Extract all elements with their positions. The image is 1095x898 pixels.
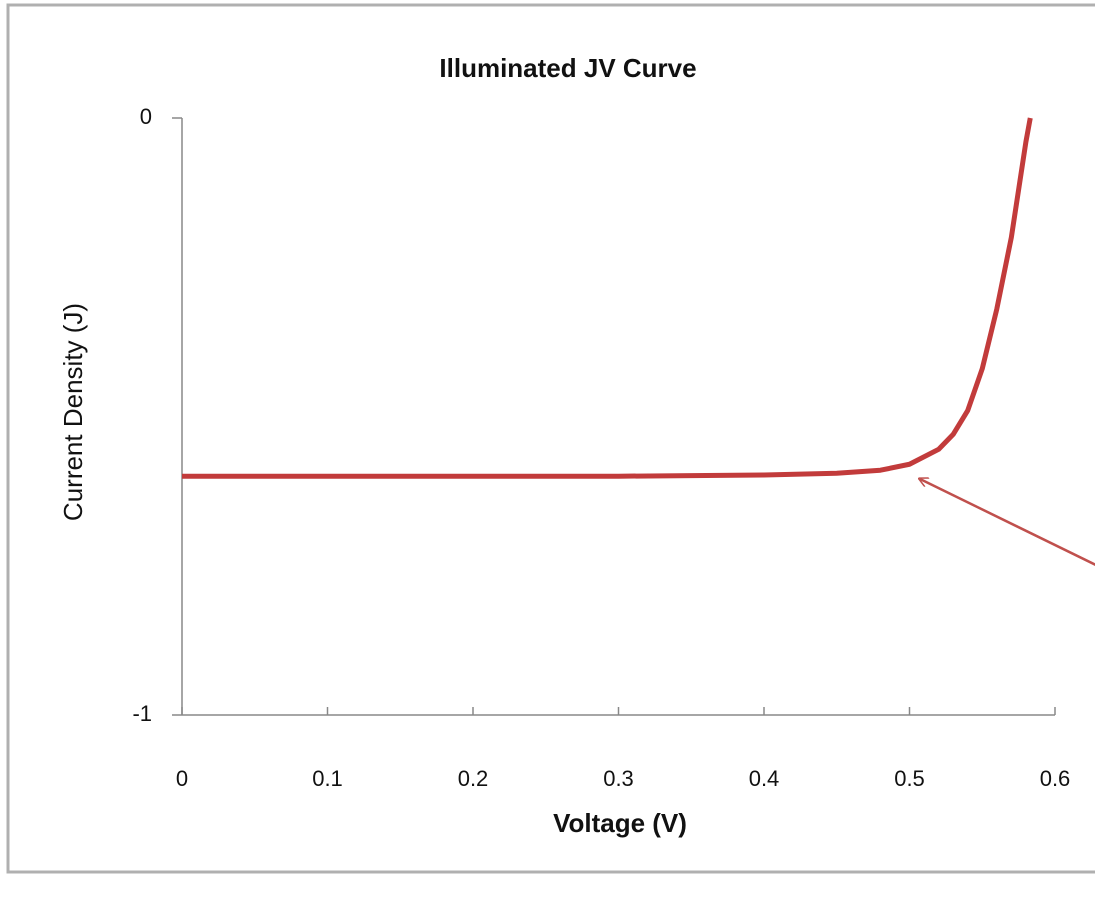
annotation-arrow [920, 479, 1095, 566]
y-tick-label: -1 [132, 701, 152, 726]
x-tick-label: 0.3 [603, 766, 634, 791]
x-tick-label: 0.6 [1040, 766, 1071, 791]
y-axis-label: Current Density (J) [58, 303, 88, 521]
chart-frame [6, 3, 1095, 874]
data-line [182, 117, 1033, 479]
y-tick-label: 0 [140, 104, 152, 129]
x-tick-label: 0.5 [894, 766, 925, 791]
x-tick-label: 0.4 [749, 766, 780, 791]
chart-title: Illuminated JV Curve [439, 53, 696, 83]
x-tick-label: 0 [176, 766, 188, 791]
x-tick-label: 0.1 [312, 766, 343, 791]
x-axis-label: Voltage (V) [553, 808, 687, 838]
x-tick-label: 0.2 [458, 766, 489, 791]
